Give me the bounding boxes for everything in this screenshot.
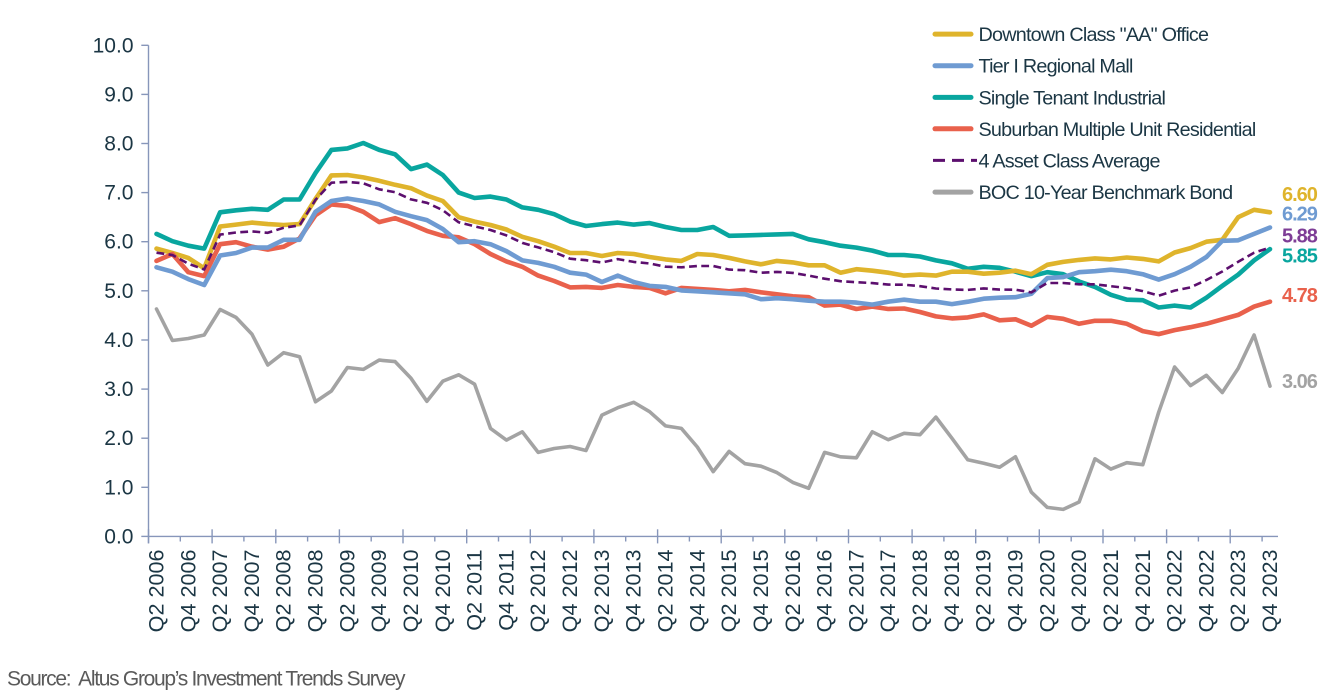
- svg-text:Q2 2010: Q2 2010: [398, 550, 423, 633]
- svg-text:Q2 2009: Q2 2009: [334, 550, 359, 633]
- svg-text:Q4 2023: Q4 2023: [1257, 550, 1282, 633]
- svg-text:Q2 2011: Q2 2011: [462, 550, 487, 631]
- svg-text:Q4 2020: Q4 2020: [1066, 550, 1091, 633]
- svg-text:Q4 2017: Q4 2017: [875, 550, 900, 633]
- svg-text:Q4 2016: Q4 2016: [812, 550, 837, 633]
- svg-text:5.88: 5.88: [1282, 226, 1318, 248]
- svg-text:Q2 2023: Q2 2023: [1225, 550, 1250, 633]
- svg-text:Q4 2008: Q4 2008: [303, 550, 328, 633]
- svg-text:Q2 2013: Q2 2013: [589, 550, 614, 633]
- svg-text:4.0: 4.0: [104, 329, 133, 352]
- svg-text:2.0: 2.0: [104, 427, 133, 450]
- svg-text:Q4 2012: Q4 2012: [557, 550, 582, 633]
- svg-text:Q4 2018: Q4 2018: [939, 550, 964, 633]
- svg-text:Q2 2019: Q2 2019: [971, 550, 996, 633]
- svg-text:Suburban Multiple Unit Residen: Suburban Multiple Unit Residential: [979, 119, 1256, 141]
- svg-text:Single Tenant Industrial: Single Tenant Industrial: [979, 87, 1166, 109]
- svg-text:5.85: 5.85: [1282, 245, 1318, 267]
- svg-text:Q2 2008: Q2 2008: [271, 550, 296, 633]
- svg-text:Q2 2022: Q2 2022: [1162, 550, 1187, 633]
- svg-text:Q4 2019: Q4 2019: [1003, 550, 1028, 633]
- svg-text:Q4 2014: Q4 2014: [684, 550, 709, 633]
- svg-text:Q4 2022: Q4 2022: [1193, 550, 1218, 633]
- svg-text:Q4 2015: Q4 2015: [748, 550, 773, 633]
- svg-text:Q2 2018: Q2 2018: [907, 550, 932, 633]
- svg-text:Downtown Class "AA" Office: Downtown Class "AA" Office: [979, 24, 1210, 46]
- svg-text:Tier I Regional Mall: Tier I Regional Mall: [979, 56, 1133, 78]
- svg-text:Q4 2021: Q4 2021: [1130, 550, 1155, 633]
- svg-text:Q2 2017: Q2 2017: [843, 550, 868, 633]
- svg-text:Q2 2007: Q2 2007: [207, 550, 232, 633]
- svg-text:6.60: 6.60: [1282, 184, 1318, 206]
- svg-text:4 Asset Class Average: 4 Asset Class Average: [979, 150, 1161, 172]
- svg-text:8.0: 8.0: [104, 133, 133, 156]
- svg-text:Q2 2006: Q2 2006: [144, 550, 169, 633]
- svg-text:Q2 2014: Q2 2014: [653, 550, 678, 633]
- svg-text:Q2 2016: Q2 2016: [780, 550, 805, 633]
- svg-text:6.0: 6.0: [104, 231, 133, 254]
- svg-text:4.78: 4.78: [1282, 285, 1318, 307]
- svg-text:Q4 2010: Q4 2010: [430, 550, 455, 633]
- svg-text:Q4 2006: Q4 2006: [175, 550, 200, 633]
- svg-text:BOC 10-Year Benchmark Bond: BOC 10-Year Benchmark Bond: [979, 182, 1233, 204]
- svg-text:1.0: 1.0: [104, 476, 133, 499]
- svg-text:Q2 2021: Q2 2021: [1098, 550, 1123, 633]
- svg-text:5.0: 5.0: [104, 280, 133, 303]
- svg-text:3.06: 3.06: [1282, 371, 1318, 393]
- svg-text:0.0: 0.0: [104, 525, 133, 548]
- svg-text:Q4 2009: Q4 2009: [366, 550, 391, 633]
- svg-text:Q2 2020: Q2 2020: [1034, 550, 1059, 633]
- svg-text:6.29: 6.29: [1282, 203, 1318, 225]
- svg-text:Q2 2015: Q2 2015: [716, 550, 741, 633]
- svg-text:Q2 2012: Q2 2012: [525, 550, 550, 633]
- svg-text:Q4 2013: Q4 2013: [621, 550, 646, 633]
- svg-text:3.0: 3.0: [104, 378, 133, 401]
- svg-text:9.0: 9.0: [104, 83, 133, 106]
- svg-text:Q4 2007: Q4 2007: [239, 550, 264, 633]
- svg-text:Source: Altus Group’s Investm: Source: Altus Group’s Investment Trends …: [7, 668, 406, 691]
- svg-text:7.0: 7.0: [104, 182, 133, 205]
- svg-text:Q4 2011: Q4 2011: [493, 550, 518, 631]
- svg-text:10.0: 10.0: [93, 34, 134, 57]
